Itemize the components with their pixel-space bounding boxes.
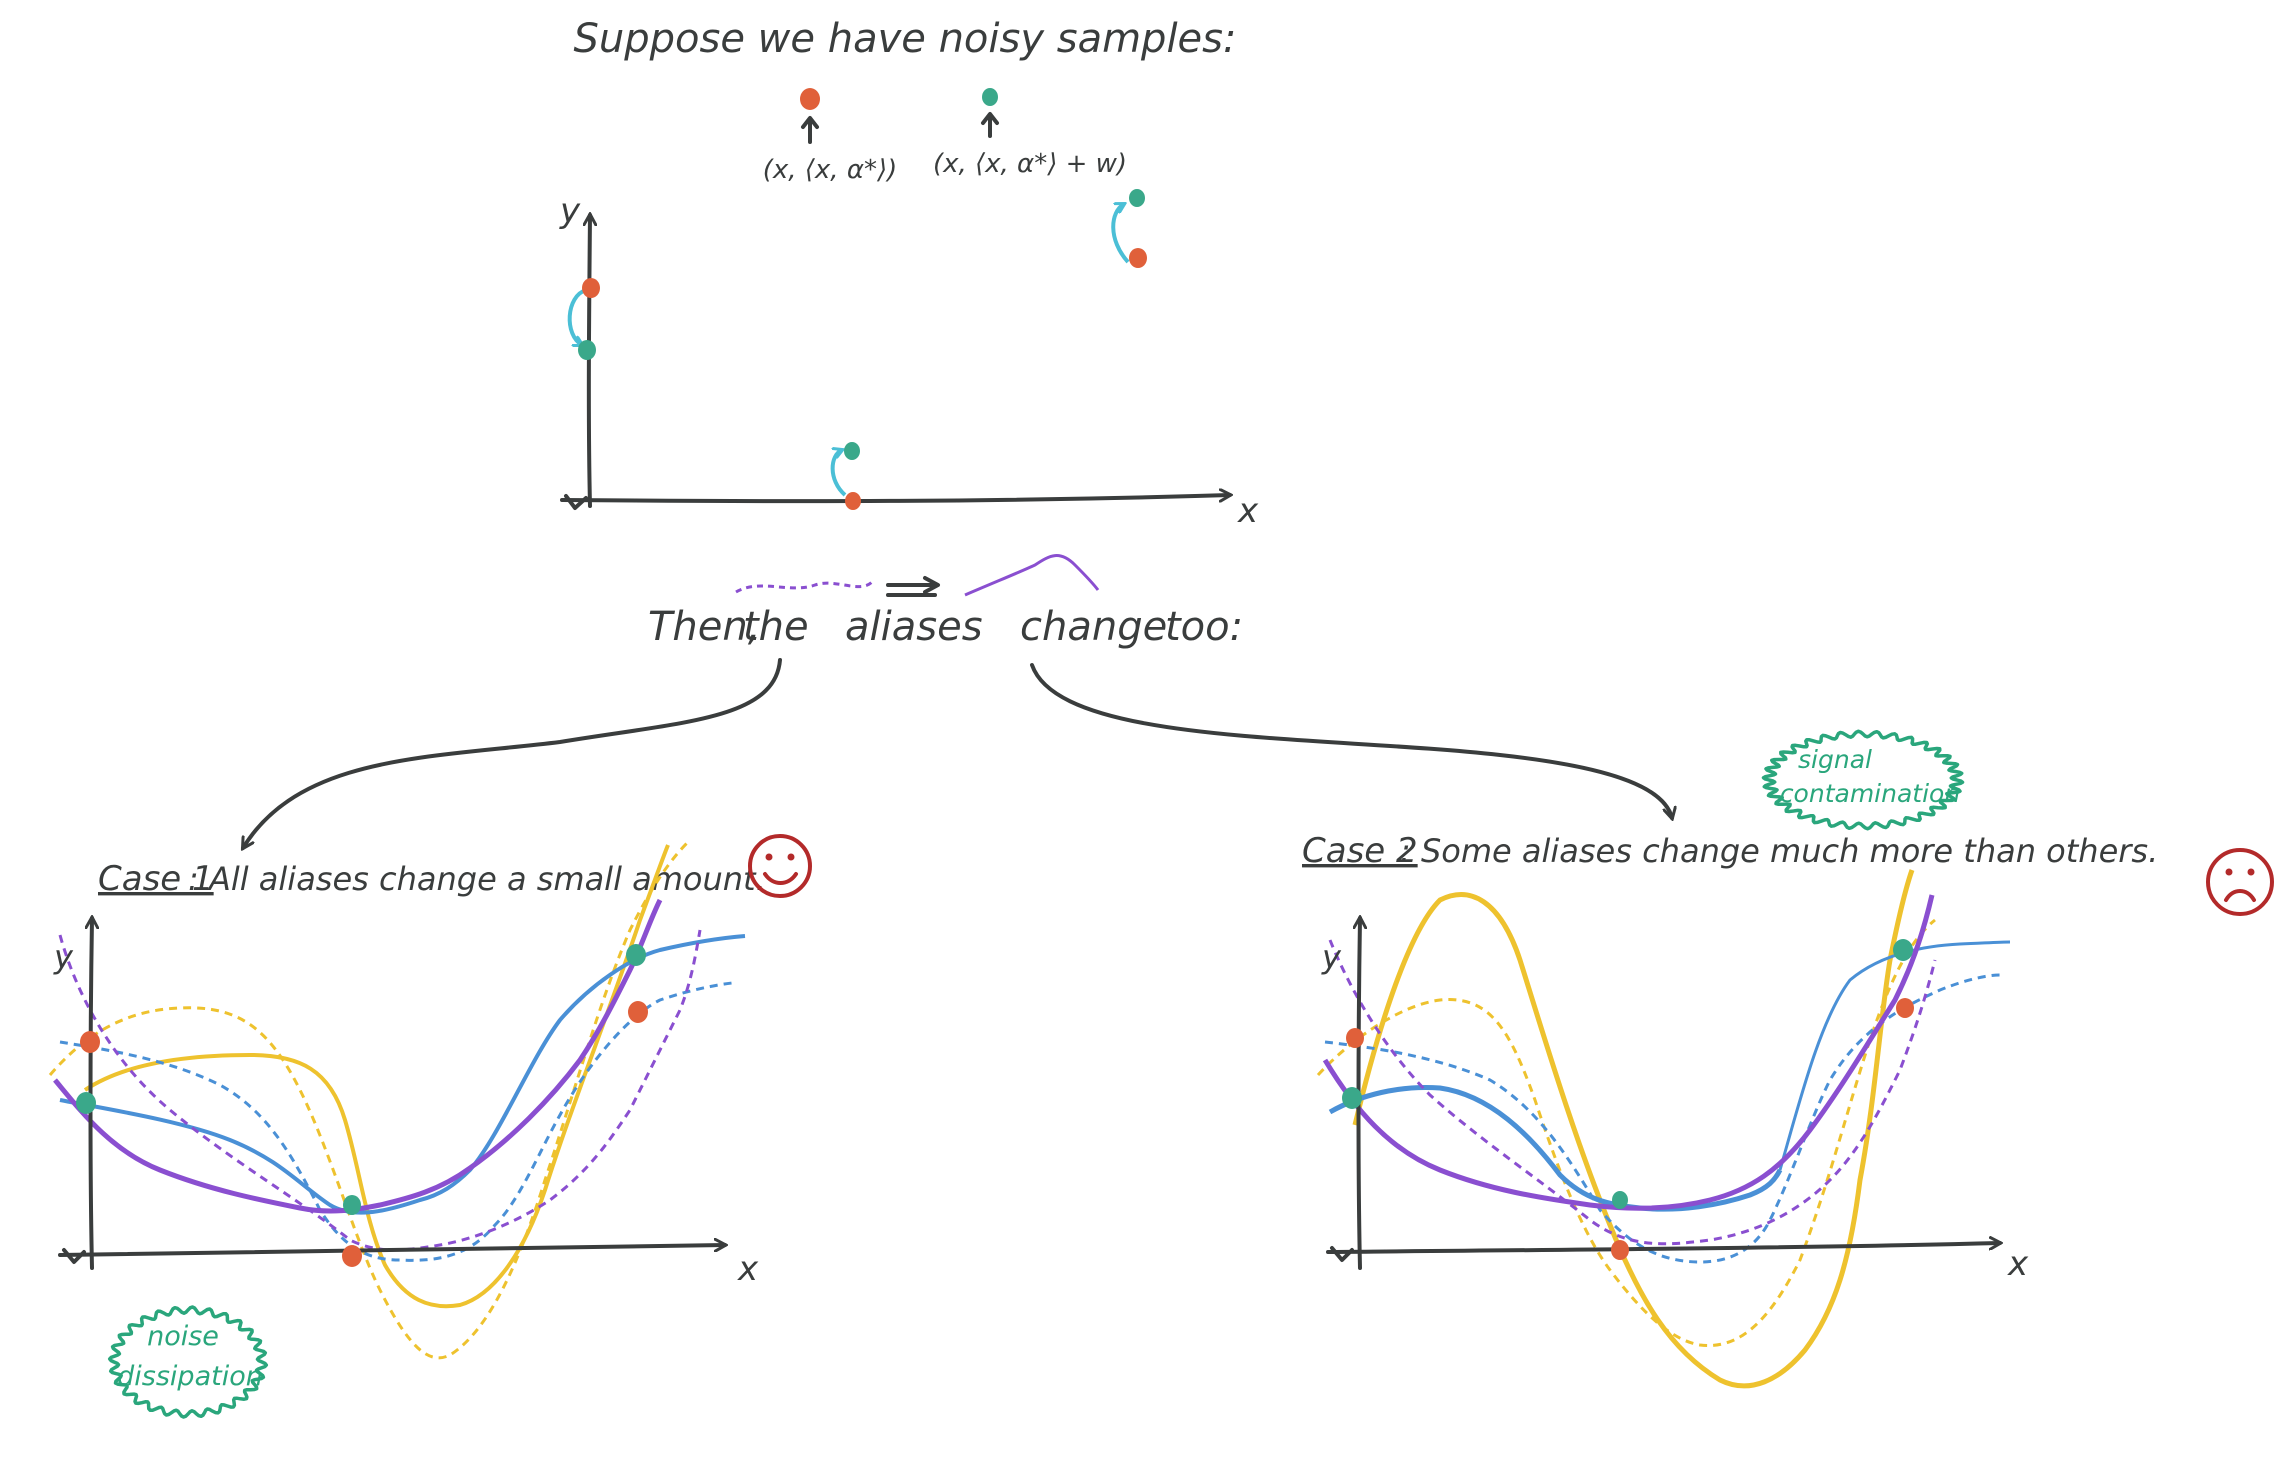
top-origin-mark [564, 494, 588, 510]
case2-description: : Some aliases change much more than oth… [1400, 832, 2158, 870]
noisy-point-legend [982, 88, 998, 106]
noise-dissipation-badge: noise dissipation [107, 1305, 269, 1419]
case1-origin-mark [62, 1248, 86, 1264]
clean-sample-label: (x, ⟨x, α*⟩) [763, 155, 898, 185]
case2-noisy-point-2 [1612, 1191, 1628, 1209]
case2-blue-solid [1778, 940, 2011, 1171]
case2-x-axis [1326, 1243, 2000, 1254]
badge2-outline [1761, 729, 1965, 831]
case1-plot: y x [48, 838, 759, 1360]
case1-label: Case 1 [98, 859, 214, 899]
case1-purple-dashed [58, 929, 702, 1252]
case2-clean-point-2 [1611, 1240, 1629, 1260]
clean-point-legend [800, 88, 820, 110]
case1-y-axis [91, 918, 93, 1270]
sketch-arrow-top [886, 576, 940, 594]
case1-yellow-dashed [48, 838, 692, 1360]
case2-yellow-dashed [1316, 918, 1936, 1348]
then-word-4: change [1020, 604, 1167, 650]
then-word-3: aliases [845, 604, 983, 650]
legend-arrow-clean-head [801, 116, 819, 129]
case2-y-label: y [1321, 938, 1342, 976]
branch-arrow-case2 [1030, 663, 1672, 818]
case1-purple-solid [53, 898, 663, 1214]
case2-plot: y x [1316, 869, 2029, 1389]
noisy-point-yaxis [578, 340, 596, 360]
badge2-line2: contamination [1780, 779, 1960, 808]
case1-clean-point-3 [628, 1001, 648, 1023]
then-word-1: Then, [648, 604, 760, 650]
floating-sample-pair [1111, 189, 1147, 268]
badge1-line1: noise [147, 1321, 219, 1352]
shift-arrow-yaxis [567, 288, 587, 345]
case2-purple-dashed [1328, 939, 1937, 1246]
happy-face-icon [748, 834, 812, 898]
case2-origin-mark [1330, 1246, 1354, 1262]
then-word-2: the [743, 604, 809, 650]
legend-arrow-noisy-head [981, 112, 999, 125]
case2-clean-point-1 [1346, 1028, 1364, 1048]
clean-point-xaxis [845, 492, 861, 510]
case2-x-label: x [2007, 1244, 2029, 1284]
title-text: Suppose we have noisy samples: [574, 16, 1237, 62]
case2-header: Case 2 : Some aliases change much more t… [1302, 831, 2158, 871]
case1-noisy-point-1 [76, 1092, 96, 1114]
case2-noisy-point-3 [1893, 939, 1913, 961]
noisy-point-floating [1129, 189, 1145, 207]
case2-clean-point-3 [1896, 998, 1914, 1018]
noisy-sample-label: (x, ⟨x, α*⟩ + w) [933, 149, 1127, 179]
top-x-label: x [1237, 491, 1259, 531]
top-y-axis [589, 215, 590, 508]
case1-noisy-point-2 [343, 1195, 361, 1215]
sad-face-icon [2206, 848, 2274, 916]
case1-noisy-point-3 [626, 944, 646, 966]
case1-x-axis [58, 1245, 725, 1257]
shift-arrow-floating [1111, 204, 1130, 264]
legend-clean: (x, ⟨x, α*⟩) [763, 88, 898, 185]
legend-noisy: (x, ⟨x, α*⟩ + w) [933, 88, 1127, 179]
case1-blue-dashed [59, 981, 733, 1262]
top-plot: y x [559, 191, 1259, 531]
badge1-line2: dissipation [117, 1361, 263, 1392]
clean-point-floating [1129, 248, 1147, 268]
signal-contamination-badge: signal contamination [1761, 729, 1965, 831]
solid-alias-sketch [964, 554, 1100, 597]
dashed-alias-sketch [735, 580, 874, 594]
badge1-outline [107, 1305, 269, 1419]
case2-yellow-solid [1352, 869, 1915, 1389]
case1-header: Case 1 : All aliases change a small amou… [98, 859, 766, 899]
branch-arrow-case1 [243, 658, 782, 848]
then-sentence: Then, the aliases change too: [648, 554, 1243, 650]
clean-point-yaxis [582, 278, 600, 298]
case1-clean-point-1 [80, 1031, 100, 1053]
case2-blue-dashed [1324, 973, 2001, 1264]
case1-description: : All aliases change a small amount. [188, 860, 766, 898]
case1-clean-point-2 [342, 1245, 362, 1267]
top-x-axis [560, 495, 1230, 504]
case2-noisy-point-1 [1342, 1087, 1362, 1109]
case1-y-label: y [53, 938, 74, 976]
top-y-label: y [559, 191, 581, 231]
then-word-5: too: [1165, 604, 1243, 650]
shift-arrow-xaxis [830, 450, 847, 497]
badge2-line1: signal [1798, 745, 1872, 774]
case2-purple-solid [1322, 894, 1935, 1211]
case2-label: Case 2 [1302, 831, 1418, 871]
case1-yellow-solid [83, 844, 670, 1309]
noisy-point-xaxis [844, 442, 860, 460]
case1-x-label: x [737, 1249, 759, 1289]
